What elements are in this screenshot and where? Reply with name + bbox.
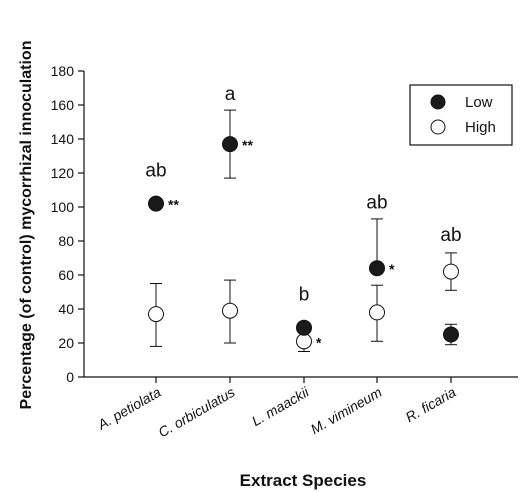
group-letter: ab <box>145 160 166 181</box>
x-tick-label: L. maackii <box>249 383 312 429</box>
point-low <box>148 195 164 212</box>
y-tick-label: 0 <box>66 369 74 385</box>
group-letter: ab <box>440 225 461 246</box>
x-tick-label: R. ficaria <box>403 384 459 426</box>
point-low <box>296 319 312 336</box>
point-high <box>369 304 385 321</box>
x-axis-label: Extract Species <box>240 471 367 490</box>
group-letter: a <box>225 84 236 105</box>
legend-label-low: Low <box>465 94 493 111</box>
y-tick-label: 60 <box>58 267 74 283</box>
significance-marker: * <box>316 334 322 350</box>
legend-label-high: High <box>465 119 496 136</box>
point-high <box>296 333 312 350</box>
point-low <box>222 136 238 153</box>
legend-marker-low <box>430 94 446 110</box>
point-low <box>443 326 459 343</box>
y-tick-label: 80 <box>58 233 74 249</box>
group-letter: ab <box>366 193 387 214</box>
y-tick-label: 100 <box>51 199 75 215</box>
x-tick-label: A. petiolata <box>94 384 164 433</box>
point-low <box>369 260 385 277</box>
group-letter: b <box>299 285 310 306</box>
significance-marker: ** <box>168 197 179 213</box>
y-tick-label: 20 <box>58 335 74 351</box>
x-tick-label: C. orbiculatus <box>155 384 237 441</box>
significance-marker: ** <box>242 137 253 153</box>
legend-marker-high <box>430 119 446 135</box>
legend-box <box>409 84 513 146</box>
point-high <box>222 302 238 319</box>
y-tick-label: 140 <box>51 131 75 147</box>
y-tick-label: 180 <box>51 63 75 79</box>
point-high <box>148 306 164 323</box>
point-high <box>443 263 459 280</box>
x-tick-label: M. vimineum <box>308 384 385 438</box>
y-tick-label: 160 <box>51 97 75 113</box>
significance-marker: * <box>389 261 395 277</box>
y-axis-label: Percentage (of control) mycorrhizal inno… <box>18 41 35 410</box>
legend: Low High <box>409 84 513 146</box>
y-tick-label: 120 <box>51 165 75 181</box>
y-tick-label: 40 <box>58 301 74 317</box>
